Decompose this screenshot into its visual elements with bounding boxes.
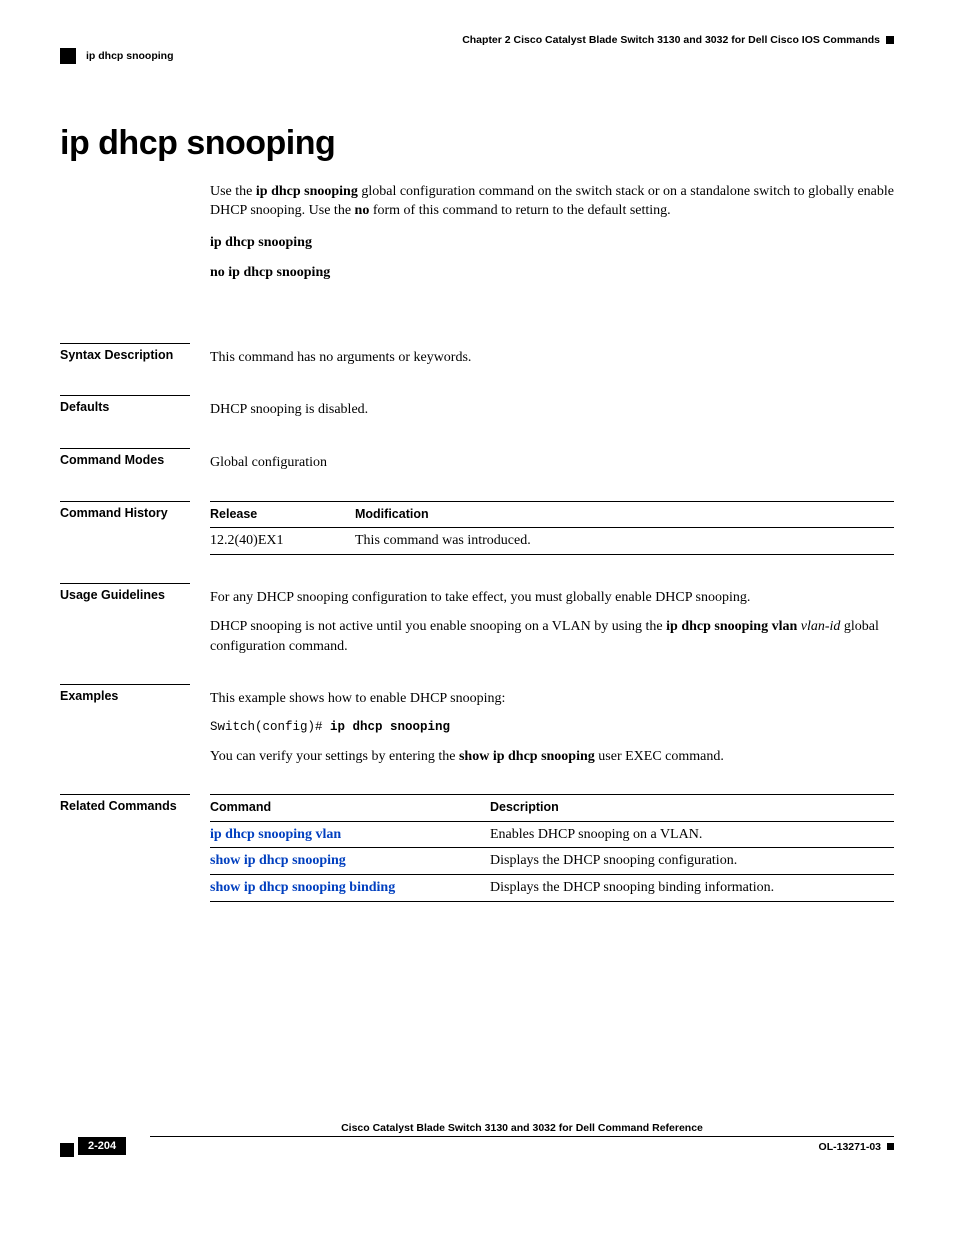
footer-corner-icon [60,1143,74,1157]
label-related-commands: Related Commands [60,794,190,813]
page-title: ip dhcp snooping [60,124,894,163]
body-usage-guidelines: For any DHCP snooping configuration to t… [210,583,894,657]
history-row: 12.2(40)EX1 This command was introduced. [210,528,894,555]
related-row: ip dhcp snooping vlan Enables DHCP snoop… [210,821,894,848]
code-command: ip dhcp snooping [330,720,450,734]
breadcrumb: ip dhcp snooping [86,50,174,62]
page-number: 2-204 [78,1137,126,1155]
body-syntax-description: This command has no arguments or keyword… [210,343,894,368]
usage-p2: DHCP snooping is not active until you en… [210,617,894,656]
related-link[interactable]: show ip dhcp snooping binding [210,880,395,895]
usage-p2-bold: ip dhcp snooping vlan [666,619,797,634]
footer-row: 2-204 OL-13271-03 [60,1137,894,1157]
usage-p2-italic: vlan-id [801,619,841,634]
related-row: show ip dhcp snooping binding Displays t… [210,874,894,901]
related-link[interactable]: show ip dhcp snooping [210,853,346,868]
related-desc: Enables DHCP snooping on a VLAN. [490,821,894,848]
examples-code: Switch(config)# ip dhcp snooping [210,717,894,737]
footer: Cisco Catalyst Blade Switch 3130 and 303… [60,1102,894,1157]
related-table: Command Description ip dhcp snooping vla… [210,794,894,901]
intro-text-1: Use the [210,184,256,199]
header-square-icon [60,48,76,64]
header-row-1: Chapter 2 Cisco Catalyst Blade Switch 31… [60,34,894,46]
usage-p2-pre: DHCP snooping is not active until you en… [210,619,666,634]
header-row-2: ip dhcp snooping [60,48,894,64]
examples-p2-pre: You can verify your settings by entering… [210,749,459,764]
label-command-modes: Command Modes [60,448,190,467]
body-examples: This example shows how to enable DHCP sn… [210,684,894,766]
label-defaults: Defaults [60,395,190,414]
section-usage-guidelines: Usage Guidelines For any DHCP snooping c… [60,583,894,657]
examples-p1: This example shows how to enable DHCP sn… [210,689,894,709]
examples-p2: You can verify your settings by entering… [210,747,894,767]
body-command-modes: Global configuration [210,448,894,473]
related-desc: Displays the DHCP snooping binding infor… [490,874,894,901]
intro-bold-2: no [355,203,370,218]
section-examples: Examples This example shows how to enabl… [60,684,894,766]
intro-bold-1: ip dhcp snooping [256,184,358,199]
footer-left: 2-204 [60,1137,126,1157]
section-command-history: Command History Release Modification 12.… [60,501,894,555]
history-modification: This command was introduced. [355,528,894,555]
body-defaults: DHCP snooping is disabled. [210,395,894,420]
footer-right-bar-icon [887,1143,894,1150]
header-bar-right [886,36,894,44]
intro-block: Use the ip dhcp snooping global configur… [210,183,894,281]
intro-text-3: form of this command to return to the de… [369,203,670,218]
code-prompt: Switch(config)# [210,720,330,734]
history-table: Release Modification 12.2(40)EX1 This co… [210,501,894,555]
related-row: show ip dhcp snooping Displays the DHCP … [210,848,894,875]
label-command-history: Command History [60,501,190,520]
label-examples: Examples [60,684,190,703]
history-col-modification: Modification [355,501,894,528]
section-related-commands: Related Commands Command Description ip … [60,794,894,901]
related-link[interactable]: ip dhcp snooping vlan [210,827,341,842]
doc-id: OL-13271-03 [819,1141,881,1153]
label-usage-guidelines: Usage Guidelines [60,583,190,602]
section-defaults: Defaults DHCP snooping is disabled. [60,395,894,420]
page: Chapter 2 Cisco Catalyst Blade Switch 31… [0,0,954,1197]
usage-p1: For any DHCP snooping configuration to t… [210,588,894,608]
footer-doc-title: Cisco Catalyst Blade Switch 3130 and 303… [150,1122,894,1136]
history-col-release: Release [210,501,355,528]
footer-right: OL-13271-03 [819,1141,894,1153]
section-syntax-description: Syntax Description This command has no a… [60,343,894,368]
syntax-line-1: ip dhcp snooping [210,235,894,251]
top-header: Chapter 2 Cisco Catalyst Blade Switch 31… [60,34,894,64]
history-release: 12.2(40)EX1 [210,528,355,555]
chapter-label: Chapter 2 Cisco Catalyst Blade Switch 31… [462,34,880,46]
label-syntax-description: Syntax Description [60,343,190,362]
intro-paragraph: Use the ip dhcp snooping global configur… [210,183,894,221]
examples-p2-bold: show ip dhcp snooping [459,749,595,764]
syntax-line-2: no ip dhcp snooping [210,265,894,281]
related-col-description: Description [490,795,894,822]
related-desc: Displays the DHCP snooping configuration… [490,848,894,875]
related-col-command: Command [210,795,490,822]
section-command-modes: Command Modes Global configuration [60,448,894,473]
examples-p2-post: user EXEC command. [595,749,724,764]
